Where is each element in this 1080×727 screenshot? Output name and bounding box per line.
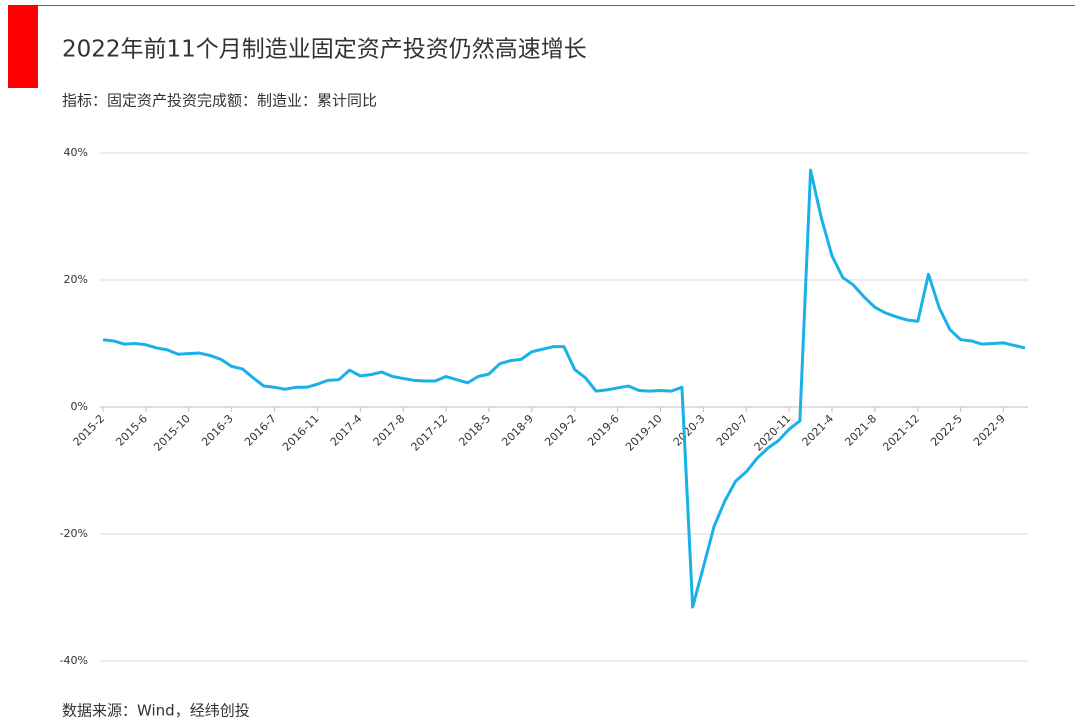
x-tick-label: 2021-4 bbox=[800, 412, 837, 449]
x-tick-label: 2020-3 bbox=[671, 412, 708, 449]
y-tick-label: 20% bbox=[64, 273, 88, 286]
x-tick-label: 2018-5 bbox=[456, 412, 493, 449]
x-tick-label: 2016-11 bbox=[280, 412, 322, 454]
chart-subtitle: 指标：固定资产投资完成额：制造业：累计同比 bbox=[62, 92, 377, 110]
x-tick-label: 2017-12 bbox=[409, 412, 451, 454]
x-tick-label: 2021-12 bbox=[880, 412, 922, 454]
x-tick-label: 2016-7 bbox=[242, 412, 279, 449]
y-tick-label: -40% bbox=[60, 654, 88, 667]
x-tick-label: 2017-4 bbox=[328, 412, 365, 449]
accent-bar bbox=[8, 5, 38, 88]
x-tick-label: 2022-5 bbox=[928, 412, 965, 449]
x-tick-label: 2019-6 bbox=[585, 412, 622, 449]
y-tick-label: -20% bbox=[60, 527, 88, 540]
x-tick-label: 2019-2 bbox=[542, 412, 579, 449]
x-tick-label: 2018-9 bbox=[499, 412, 536, 449]
x-tick-label: 2015-10 bbox=[151, 412, 193, 454]
chart-title: 2022年前11个月制造业固定资产投资仍然高速增长 bbox=[62, 37, 587, 63]
y-tick-label: 40% bbox=[64, 146, 88, 159]
y-tick-label: 0% bbox=[71, 400, 88, 413]
x-tick-label: 2021-8 bbox=[842, 412, 879, 449]
x-tick-label: 2015-2 bbox=[70, 412, 107, 449]
x-tick-label: 2022-9 bbox=[971, 412, 1008, 449]
series-line bbox=[102, 168, 1026, 609]
x-tick-label: 2016-3 bbox=[199, 412, 236, 449]
source-note: 数据来源：Wind，经纬创投 bbox=[62, 702, 250, 720]
x-tick-label: 2015-6 bbox=[113, 412, 150, 449]
x-tick-label: 2019-10 bbox=[623, 412, 665, 454]
x-tick-label: 2017-8 bbox=[371, 412, 408, 449]
x-tick-label: 2020-7 bbox=[714, 412, 751, 449]
